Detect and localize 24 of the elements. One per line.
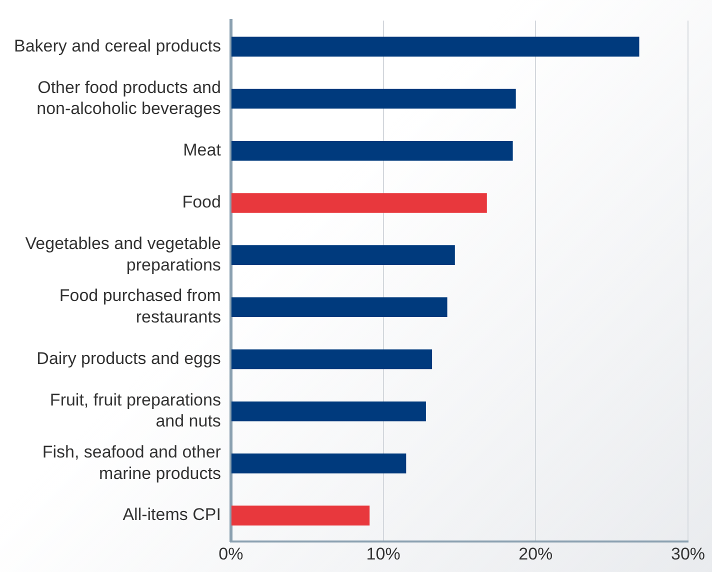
- y-tick-label: Dairy products and eggs: [36, 348, 221, 368]
- y-tick-label: Fruit, fruit preparations and nuts: [50, 390, 221, 431]
- bar: [231, 36, 640, 57]
- bar: [231, 454, 406, 474]
- bar: [231, 401, 426, 422]
- y-tick-label: Fish, seafood and other marine products: [42, 442, 222, 483]
- x-tick-label: 20%: [518, 544, 553, 564]
- y-tick-label: All-items CPI: [122, 505, 221, 524]
- y-tick-label: Food: [182, 192, 221, 212]
- bar: [231, 297, 448, 318]
- bar: [231, 245, 455, 265]
- bar: [231, 506, 370, 526]
- x-tick-label: 0%: [218, 544, 244, 564]
- bar: [231, 88, 516, 109]
- bar: [231, 140, 513, 161]
- y-tick-label: Other food products and non-alcoholic beverages: [36, 78, 221, 118]
- y-tick-label: Bakery and cereal products: [14, 36, 221, 56]
- x-tick-label: 10%: [366, 544, 400, 564]
- y-tick-label: Meat: [183, 140, 222, 160]
- y-tick-label: Food purchased from restaurants: [59, 286, 221, 326]
- bar: [231, 193, 487, 213]
- y-tick-label: Vegetables and vegetable preparations: [25, 234, 221, 274]
- x-tick-label: 30%: [670, 544, 706, 564]
- bar: [231, 349, 432, 370]
